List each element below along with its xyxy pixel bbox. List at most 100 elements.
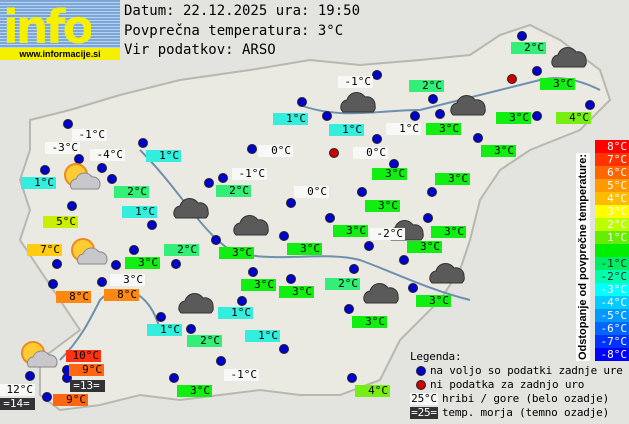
station-dot-available[interactable] xyxy=(111,260,121,270)
scale-row: -4°C xyxy=(595,296,629,309)
station-dot-available[interactable] xyxy=(344,304,354,314)
logo-word: info xyxy=(3,0,92,48)
temperature-label: 2°C xyxy=(325,278,360,290)
legend-available: na voljo so podatki zadnje ure xyxy=(430,364,623,377)
temperature-label: 10°C xyxy=(66,350,101,362)
temperature-label: 2°C xyxy=(114,186,149,198)
temperature-label: 7°C xyxy=(27,244,62,256)
station-dot-available[interactable] xyxy=(372,134,382,144)
temperature-label: 8°C xyxy=(104,289,139,301)
temperature-label: 3°C xyxy=(177,385,212,397)
deviation-scale: 8°C 7°C 6°C 5°C 4°C 3°C 2°C 1°C -1°C -2°C -3°C -4°C… xyxy=(595,140,629,361)
temperature-label: 1°C xyxy=(218,307,253,319)
station-dot-available[interactable] xyxy=(322,111,332,121)
temperature-label: 3°C xyxy=(352,316,387,328)
station-dot-available[interactable] xyxy=(297,97,307,107)
station-dot-available[interactable] xyxy=(42,392,52,402)
station-dot-available[interactable] xyxy=(372,70,382,80)
station-dot-available[interactable] xyxy=(410,111,420,121)
station-dot-available[interactable] xyxy=(186,324,196,334)
station-dot-missing[interactable] xyxy=(507,74,517,84)
cloud-icon xyxy=(429,263,465,284)
station-dot-available[interactable] xyxy=(532,111,542,121)
station-dot-available[interactable] xyxy=(169,373,179,383)
station-dot-available[interactable] xyxy=(248,267,258,277)
station-dot-missing[interactable] xyxy=(329,148,339,158)
temperature-label: 3°C xyxy=(540,78,575,90)
station-dot-available[interactable] xyxy=(435,109,445,119)
station-dot-available[interactable] xyxy=(156,312,166,322)
station-dot-available[interactable] xyxy=(40,165,50,175)
blue-dot-icon xyxy=(416,366,426,376)
station-dot-available[interactable] xyxy=(52,259,62,269)
temperature-label: 2°C xyxy=(216,185,251,197)
legend-title: Legenda: xyxy=(410,350,462,363)
station-dot-available[interactable] xyxy=(399,255,409,265)
scale-row: -6°C xyxy=(595,322,629,335)
scale-row: -1°C xyxy=(595,257,629,270)
station-dot-available[interactable] xyxy=(286,274,296,284)
temperature-label: 3°C xyxy=(241,279,276,291)
scale-row: 4°C xyxy=(595,192,629,205)
station-dot-available[interactable] xyxy=(218,173,228,183)
station-dot-available[interactable] xyxy=(237,296,247,306)
station-dot-available[interactable] xyxy=(171,259,181,269)
station-dot-available[interactable] xyxy=(63,119,73,129)
station-dot-available[interactable] xyxy=(427,187,437,197)
scale-row: 7°C xyxy=(595,153,629,166)
site-logo[interactable]: info www.informacije.si xyxy=(0,0,120,60)
temperature-label: 2°C xyxy=(409,80,444,92)
scale-row: 2°C xyxy=(595,218,629,231)
scale-row: -5°C xyxy=(595,309,629,322)
temperature-label: 4°C xyxy=(556,112,591,124)
temperature-label: 2°C xyxy=(187,335,222,347)
country-outline xyxy=(18,23,612,412)
legend-missing: ni podatka za zadnjo uro xyxy=(430,378,585,391)
station-dot-available[interactable] xyxy=(286,198,296,208)
station-dot-available[interactable] xyxy=(357,187,367,197)
temperature-label: 4°C xyxy=(355,385,390,397)
station-dot-available[interactable] xyxy=(138,138,148,148)
station-dot-available[interactable] xyxy=(423,213,433,223)
station-dot-available[interactable] xyxy=(532,66,542,76)
station-dot-available[interactable] xyxy=(517,31,527,41)
temperature-label: 2°C xyxy=(511,42,546,54)
scale-row: 8°C xyxy=(595,140,629,153)
station-dot-available[interactable] xyxy=(216,356,226,366)
station-dot-available[interactable] xyxy=(408,283,418,293)
station-dot-available[interactable] xyxy=(349,264,359,274)
temperature-label: 1°C xyxy=(245,330,280,342)
station-dot-available[interactable] xyxy=(585,100,595,110)
station-dot-available[interactable] xyxy=(279,231,289,241)
station-dot-available[interactable] xyxy=(279,344,289,354)
station-dot-available[interactable] xyxy=(473,133,483,143)
legend-mountain-sample: 25°C xyxy=(410,392,438,405)
station-dot-available[interactable] xyxy=(107,174,117,184)
station-dot-available[interactable] xyxy=(129,245,139,255)
station-dot-available[interactable] xyxy=(25,371,35,381)
cloud-icon xyxy=(173,198,209,219)
temperature-label: 0°C xyxy=(294,186,329,198)
station-dot-available[interactable] xyxy=(325,213,335,223)
temperature-label: 3°C xyxy=(333,225,368,237)
station-dot-available[interactable] xyxy=(364,241,374,251)
station-dot-available[interactable] xyxy=(48,279,58,289)
station-dot-available[interactable] xyxy=(147,220,157,230)
station-dot-available[interactable] xyxy=(67,201,77,211)
temperature-label: 1°C xyxy=(21,177,56,189)
station-dot-available[interactable] xyxy=(97,277,107,287)
station-dot-available[interactable] xyxy=(247,144,257,154)
scale-row: -3°C xyxy=(595,283,629,296)
station-dot-available[interactable] xyxy=(62,373,72,383)
logo-url[interactable]: www.informacije.si xyxy=(0,48,120,60)
river-krka xyxy=(59,289,161,361)
station-dot-available[interactable] xyxy=(97,163,107,173)
temperature-label: -1°C xyxy=(338,76,373,88)
temperature-label: 3°C xyxy=(426,123,461,135)
temperature-label: -1°C xyxy=(232,168,267,180)
station-dot-available[interactable] xyxy=(428,94,438,104)
temperature-label: 3°C xyxy=(431,226,466,238)
station-dot-available[interactable] xyxy=(211,235,221,245)
station-dot-available[interactable] xyxy=(347,373,357,383)
station-dot-available[interactable] xyxy=(204,178,214,188)
